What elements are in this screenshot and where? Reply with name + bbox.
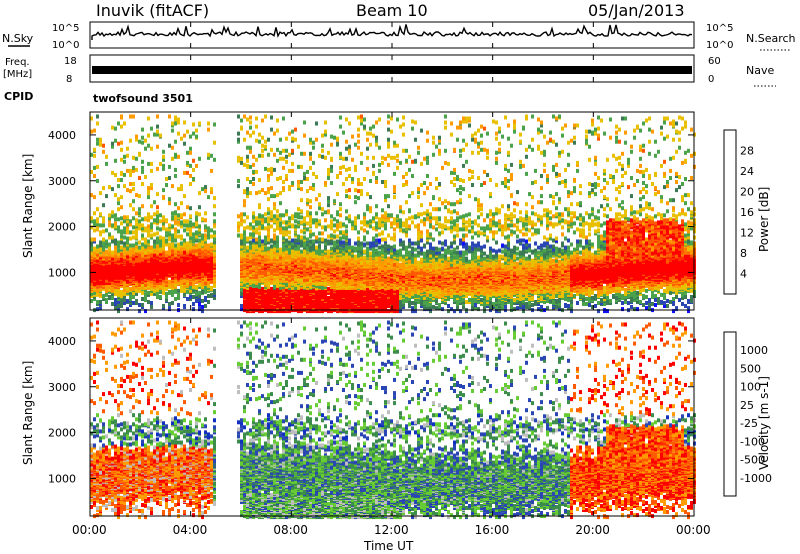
range-tick-label: 1000 [48, 266, 76, 279]
colorbar-tick-label: 8 [740, 247, 747, 260]
range-tick-label: 2000 [48, 221, 76, 234]
nsearch-tick-bottom: 10^0 [706, 40, 733, 51]
nsky-tick-bottom: 10^0 [52, 40, 79, 51]
freq-tick-top: 18 [64, 56, 77, 67]
power-ylabel: Slant Range [km] [21, 154, 35, 258]
nsearch-label: N.Search [746, 32, 796, 45]
power-panel: 1000 2000 3000 4000 Slant Range [km] 28 24 20… [21, 112, 771, 313]
colorbar-tick-label: 28 [740, 145, 754, 158]
colorbar-tick-label: 4 [740, 268, 747, 281]
colorbar-tick-label: -1000 [740, 472, 772, 485]
site-title: Inuvik (fitACF) [96, 1, 209, 20]
colorbar-tick-label: 20 [740, 186, 754, 199]
colorbar-tick-label: 24 [740, 165, 754, 178]
time-tick-label: 00:00 [72, 523, 107, 537]
nsky-label: N.Sky [2, 32, 34, 45]
colorbar-tick-label: 25 [740, 399, 754, 412]
freq-label-1: Freq. [5, 57, 30, 68]
range-tick-label: 1000 [48, 472, 76, 485]
beam-title: Beam 10 [356, 1, 428, 20]
nsky-strip: N.Sky 10^5 10^0 10^5 10^0 N.Search [2, 22, 796, 51]
date-title: 05/Jan/2013 [588, 1, 685, 20]
nave-tick-bottom: 0 [708, 74, 714, 85]
nave-tick-top: 60 [708, 56, 721, 67]
freq-label-2: [MHz] [3, 69, 32, 80]
velocity-colorbar-label: Velocity [m s-1] [757, 376, 771, 470]
range-tick-label: 4000 [48, 335, 76, 348]
time-tick-label: 08:00 [273, 523, 308, 537]
time-tick-label: 20:00 [575, 523, 610, 537]
time-tick-label: 12:00 [374, 523, 409, 537]
power-colorbar-label: Power [dB] [757, 187, 771, 252]
range-tick-label: 3000 [48, 175, 76, 188]
colorbar-tick-label: 12 [740, 227, 754, 240]
power-colorbar: 28 24 20 16 12 8 4 [724, 130, 754, 294]
nsky-tick-top: 10^5 [52, 23, 79, 34]
cpid-label: CPID [4, 90, 33, 103]
range-tick-label: 4000 [48, 129, 76, 142]
colorbar-tick-label: 1000 [740, 344, 768, 357]
time-axis-label: Time UT [363, 539, 414, 553]
colorbar-tick-label: -25 [740, 417, 758, 430]
time-tick-label: 04:00 [173, 523, 208, 537]
colorbar-tick-label: 500 [740, 362, 761, 375]
range-tick-label: 3000 [48, 381, 76, 394]
velocity-ylabel: Slant Range [km] [21, 361, 35, 465]
time-tick-label: 16:00 [475, 523, 510, 537]
nave-label: Nave [746, 64, 774, 77]
colorbar-tick-label: 16 [740, 206, 754, 219]
freq-strip: Freq. [MHz] 18 8 60 0 Nave [3, 55, 776, 86]
velocity-panel: 1000 2000 3000 4000 Slant Range [km] 1000 50… [21, 318, 772, 519]
nsearch-tick-top: 10^5 [706, 23, 733, 34]
cpid-program: twofsound 3501 [93, 92, 193, 105]
freq-tick-bottom: 8 [66, 74, 72, 85]
time-tick-label: 00:00 [676, 523, 711, 537]
range-tick-label: 2000 [48, 427, 76, 440]
nave-band [92, 66, 692, 74]
